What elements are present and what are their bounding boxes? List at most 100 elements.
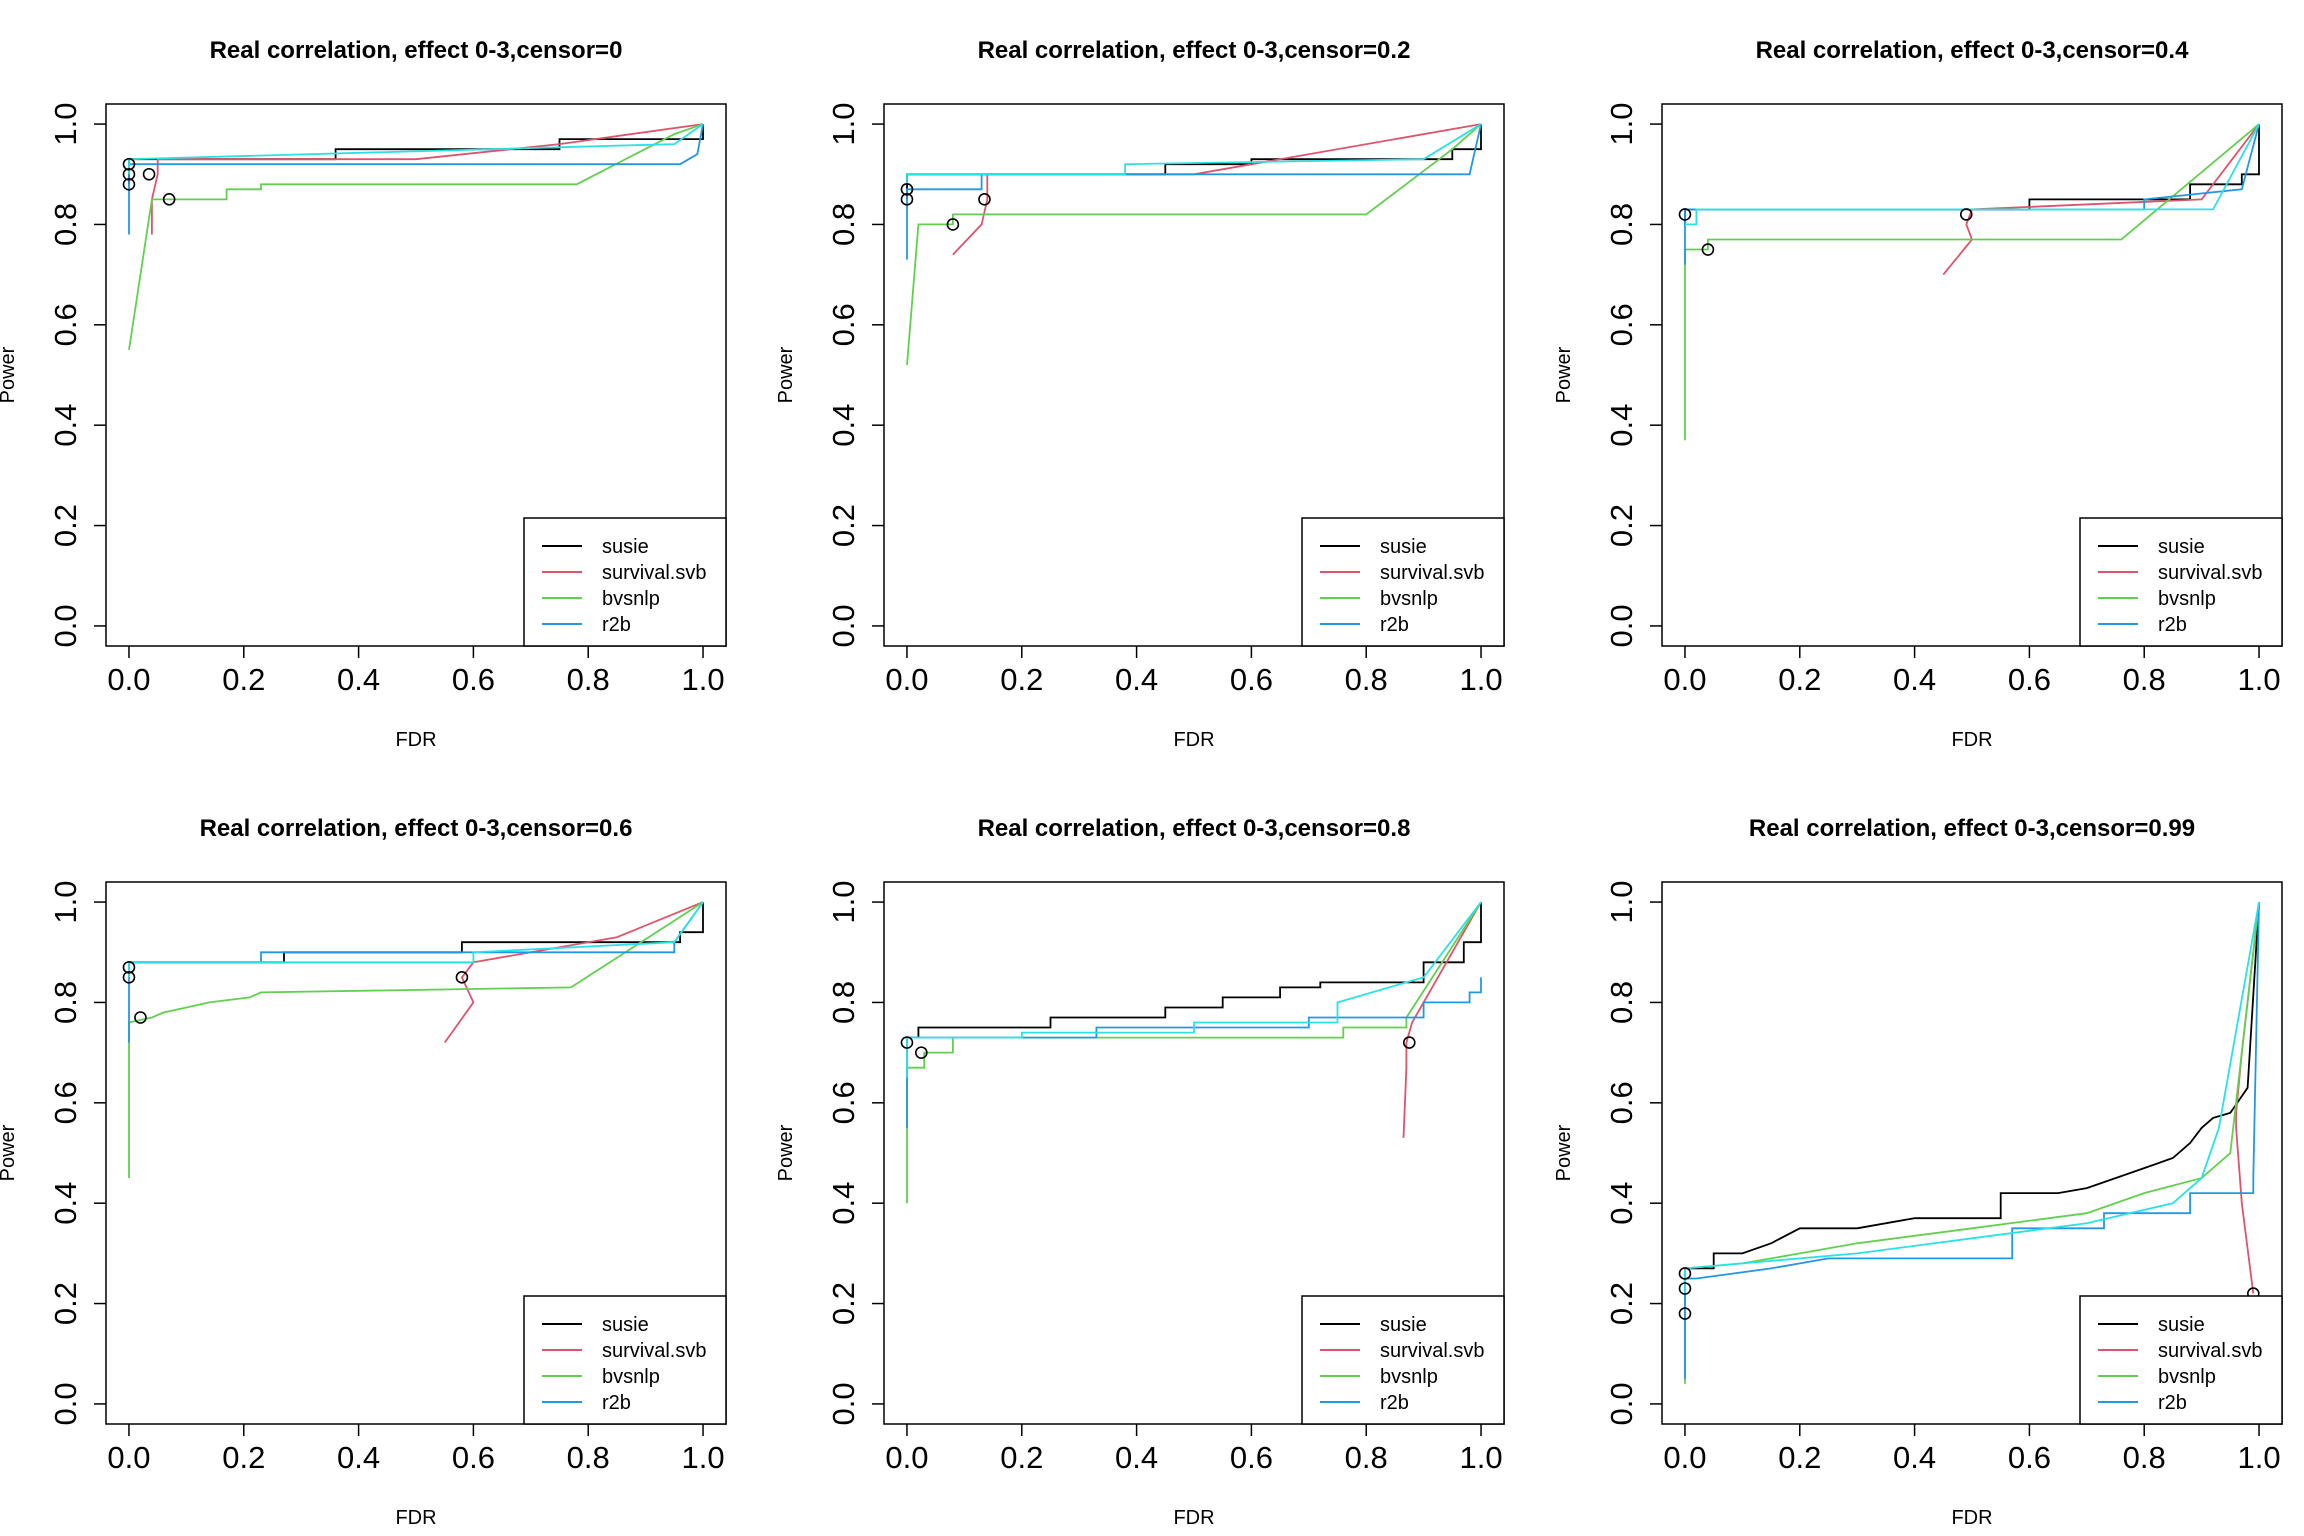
chart-panel-2: Real correlation, effect 0-3,censor=0.2 0… xyxy=(775,37,1505,751)
x-tick-label: 0.2 xyxy=(1000,1440,1043,1475)
y-tick-label: 0.6 xyxy=(826,303,861,346)
chart-title: Real correlation, effect 0-3,censor=0.99 xyxy=(1749,815,2195,842)
data-point xyxy=(978,193,991,206)
y-tick-label: 0.0 xyxy=(1604,604,1639,647)
x-tick-label: 1.0 xyxy=(681,1440,724,1475)
x-tick-label: 0.6 xyxy=(1230,662,1273,697)
legend-label: survival.svb xyxy=(2158,562,2262,584)
plot-frame xyxy=(1661,881,2283,1425)
series-line-extra-4 xyxy=(1685,123,2260,226)
data-point xyxy=(1678,1307,1692,1320)
x-tick-label: 1.0 xyxy=(1459,662,1502,697)
y-axis-title: Power xyxy=(0,346,19,403)
legend-label: susie xyxy=(2158,1314,2205,1336)
y-tick-label: 0.2 xyxy=(1604,504,1639,547)
chart-panel-6: Real correlation, effect 0-3,censor=0.99… xyxy=(1553,815,2283,1529)
legend: susie survival.svb bvsnlp r2b xyxy=(523,1295,727,1425)
data-point xyxy=(455,971,469,984)
series-group xyxy=(128,901,704,1179)
series-line-susie xyxy=(906,902,1482,1053)
series-group xyxy=(1684,123,2260,441)
x-tick-label: 0.4 xyxy=(1115,662,1158,697)
y-tick-label: 0.8 xyxy=(1604,981,1639,1024)
x-axis-title: FDR xyxy=(1951,729,1992,751)
y-axis-title: Power xyxy=(0,1124,19,1181)
chart-title: Real correlation, effect 0-3,censor=0.2 xyxy=(978,37,1411,64)
y-tick-label: 0.6 xyxy=(48,303,83,346)
x-axis-title: FDR xyxy=(1173,1507,1214,1529)
legend: susie survival.svb bvsnlp r2b xyxy=(1301,517,1505,647)
x-tick-label: 0.8 xyxy=(567,1440,610,1475)
series-line-bvsnlp xyxy=(128,901,704,1179)
x-tick-label: 0.0 xyxy=(1663,1440,1706,1475)
y-tick-label: 0.0 xyxy=(1604,1382,1639,1425)
x-tick-label: 0.2 xyxy=(1000,662,1043,697)
y-tick-label: 0.8 xyxy=(826,203,861,246)
legend-label: bvsnlp xyxy=(602,1366,660,1388)
data-point xyxy=(900,1036,914,1049)
plot-frame xyxy=(105,103,727,647)
data-point xyxy=(122,971,136,984)
data-point xyxy=(122,167,136,181)
series-group xyxy=(1684,901,2260,1384)
y-tick-label: 0.4 xyxy=(48,404,83,447)
x-tick-label: 1.0 xyxy=(2237,1440,2280,1475)
series-line-survival-svb xyxy=(150,123,704,235)
series-line-bvsnlp xyxy=(906,901,1482,1204)
y-tick-label: 1.0 xyxy=(1604,103,1639,146)
x-tick-label: 0.2 xyxy=(1778,662,1821,697)
y-tick-label: 0.4 xyxy=(1604,1182,1639,1225)
data-point xyxy=(1678,208,1692,221)
x-tick-label: 0.6 xyxy=(1230,1440,1273,1475)
data-point xyxy=(162,193,176,206)
x-tick-label: 0.8 xyxy=(2123,1440,2166,1475)
plot-frame xyxy=(883,103,1505,647)
series-group xyxy=(906,123,1482,366)
y-tick-label: 0.8 xyxy=(1604,203,1639,246)
data-point xyxy=(134,1011,147,1024)
y-tick-label: 0.6 xyxy=(1604,1081,1639,1124)
y-tick-label: 0.2 xyxy=(826,1282,861,1325)
x-tick-label: 0.6 xyxy=(452,662,495,697)
x-tick-label: 0.4 xyxy=(337,1440,380,1475)
series-line-extra-4 xyxy=(1684,901,2260,1294)
y-axis-title: Power xyxy=(1553,346,1575,403)
legend: susie survival.svb bvsnlp r2b xyxy=(2079,1295,2283,1425)
x-tick-label: 0.8 xyxy=(1345,1440,1388,1475)
x-tick-label: 0.2 xyxy=(222,662,265,697)
data-point xyxy=(900,193,914,206)
chart-panel-3: Real correlation, effect 0-3,censor=0.4 0… xyxy=(1553,37,2283,751)
y-axis-title: Power xyxy=(775,1124,797,1181)
y-tick-label: 0.4 xyxy=(826,404,861,447)
series-line-survival-svb xyxy=(952,123,1482,256)
y-tick-label: 1.0 xyxy=(826,881,861,924)
data-point xyxy=(915,1046,928,1059)
x-tick-label: 0.0 xyxy=(885,1440,928,1475)
x-tick-label: 0.2 xyxy=(222,1440,265,1475)
legend: susie survival.svb bvsnlp r2b xyxy=(2079,517,2283,647)
series-line-extra-4 xyxy=(906,123,1482,185)
data-point xyxy=(1402,1036,1416,1049)
y-axis-title: Power xyxy=(1553,1124,1575,1181)
x-tick-label: 0.6 xyxy=(2008,1440,2051,1475)
y-tick-label: 0.6 xyxy=(826,1081,861,1124)
data-point xyxy=(122,961,136,974)
y-tick-label: 1.0 xyxy=(1604,881,1639,924)
y-tick-label: 0.6 xyxy=(1604,303,1639,346)
data-point xyxy=(946,218,960,231)
series-line-susie xyxy=(906,124,1482,200)
y-tick-label: 1.0 xyxy=(826,103,861,146)
y-tick-label: 0.8 xyxy=(826,981,861,1024)
x-axis-title: FDR xyxy=(1951,1507,1992,1529)
y-tick-label: 0.4 xyxy=(48,1182,83,1225)
x-axis-title: FDR xyxy=(1173,729,1214,751)
x-axis-title: FDR xyxy=(395,1507,436,1529)
y-tick-label: 0.0 xyxy=(48,1382,83,1425)
legend-label: r2b xyxy=(2158,614,2187,636)
plot-frame xyxy=(1661,103,2283,647)
series-line-r2b xyxy=(128,901,704,1043)
data-point xyxy=(1678,1282,1692,1295)
y-tick-label: 0.0 xyxy=(826,1382,861,1425)
y-tick-label: 0.0 xyxy=(48,604,83,647)
